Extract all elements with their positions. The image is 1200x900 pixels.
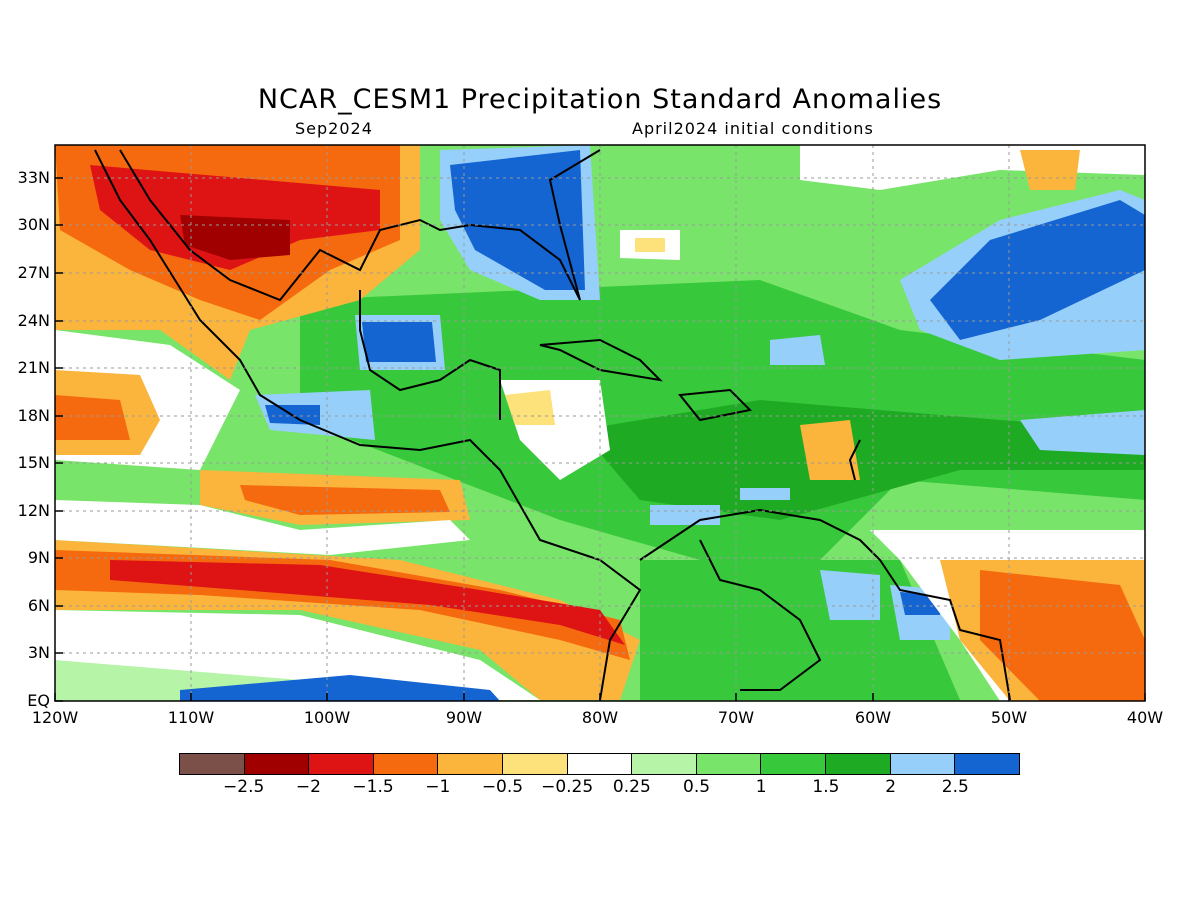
colorbar-label: −2 [295,777,321,797]
colorbar-label: −1 [425,777,451,797]
lon-label: 100W [303,708,351,727]
colorbar-label: 2 [885,777,897,797]
colorbar-label: 1 [755,777,767,797]
lon-label: 110W [167,708,215,727]
colorbar-swatch [696,754,762,774]
colorbar-label: 1.5 [812,777,840,797]
colorbar-swatch [761,754,827,774]
colorbar-label: −2.5 [223,777,265,797]
colorbar-label: 0.5 [683,777,711,797]
colorbar-label: −0.25 [541,777,594,797]
initial-conditions: April2024 initial conditions [632,119,874,138]
colorbar-label: 2.5 [941,777,969,797]
lon-label: 50W [990,708,1028,727]
lat-label: 3N [27,643,50,662]
lat-label: 33N [17,168,50,187]
lon-label: 90W [445,708,483,727]
coastlines [94,149,1011,701]
colorbar-swatch [503,754,568,774]
colorbar-swatch [244,754,310,774]
colorbar-swatch [180,754,245,774]
map-title: NCAR_CESM1 Precipitation Standard Anomal… [257,84,943,115]
colorbar-swatch [890,754,956,774]
colorbar [179,753,1020,775]
colorbar-swatch [826,754,891,774]
lat-label: 6N [27,596,50,615]
lat-label: 18N [17,406,50,425]
lat-label: EQ [27,691,50,710]
lat-label: 27N [17,263,50,282]
lat-label: 30N [17,215,50,234]
colorbar-swatch [309,754,374,774]
lat-label: 12N [17,501,50,520]
colorbar-swatch [955,754,1019,774]
lon-label: 40W [1126,708,1164,727]
colorbar-swatch [373,754,439,774]
anomaly-field [55,145,1145,701]
lat-label: 9N [27,548,50,567]
colorbar-label: −1.5 [352,777,394,797]
axis-ticks [54,177,1146,702]
colorbar-swatch [632,754,697,774]
colorbar-swatch [567,754,633,774]
lon-label: 80W [581,708,619,727]
lat-label: 15N [17,453,50,472]
lon-label: 60W [854,708,892,727]
graticule [55,145,1145,701]
lon-label: 70W [717,708,755,727]
lat-label: 24N [17,311,50,330]
lon-label: 120W [31,708,79,727]
colorbar-label: 0.25 [612,777,651,797]
lat-label: 21N [17,358,50,377]
colorbar-label: −0.5 [481,777,524,797]
colorbar-swatch [438,754,504,774]
valid-month: Sep2024 [295,119,373,138]
